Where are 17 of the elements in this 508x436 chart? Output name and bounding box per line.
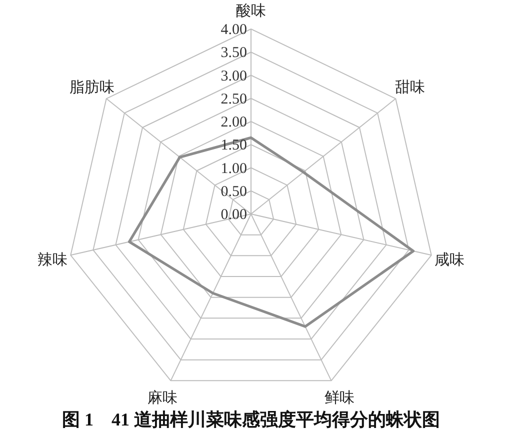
y-tick-label: 2.00 — [220, 114, 247, 130]
spoke-label: 甜味 — [395, 79, 426, 96]
y-tick-label: 3.00 — [220, 68, 247, 84]
spoke-label: 辣味 — [38, 251, 68, 268]
spoke-label: 酸味 — [236, 2, 266, 20]
spoke-label: 鲜味 — [324, 389, 354, 406]
y-tick-label: 3.50 — [220, 45, 247, 62]
y-tick-label: 1.50 — [220, 138, 247, 154]
y-tick-label: 2.50 — [220, 91, 247, 108]
y-tick-label: 0.50 — [220, 184, 247, 200]
spoke-label: 麻味 — [148, 389, 178, 406]
y-tick-label: 4.00 — [220, 22, 247, 38]
text: 图 1 41 道抽样川菜味感强度平均得分的蛛状图 — [62, 409, 440, 430]
spoke-label: 脂肪味 — [69, 79, 114, 96]
y-tick-label: 1.00 — [220, 160, 247, 177]
spoke-label: 咸味 — [434, 251, 464, 268]
y-tick-label: 0.00 — [220, 207, 247, 223]
